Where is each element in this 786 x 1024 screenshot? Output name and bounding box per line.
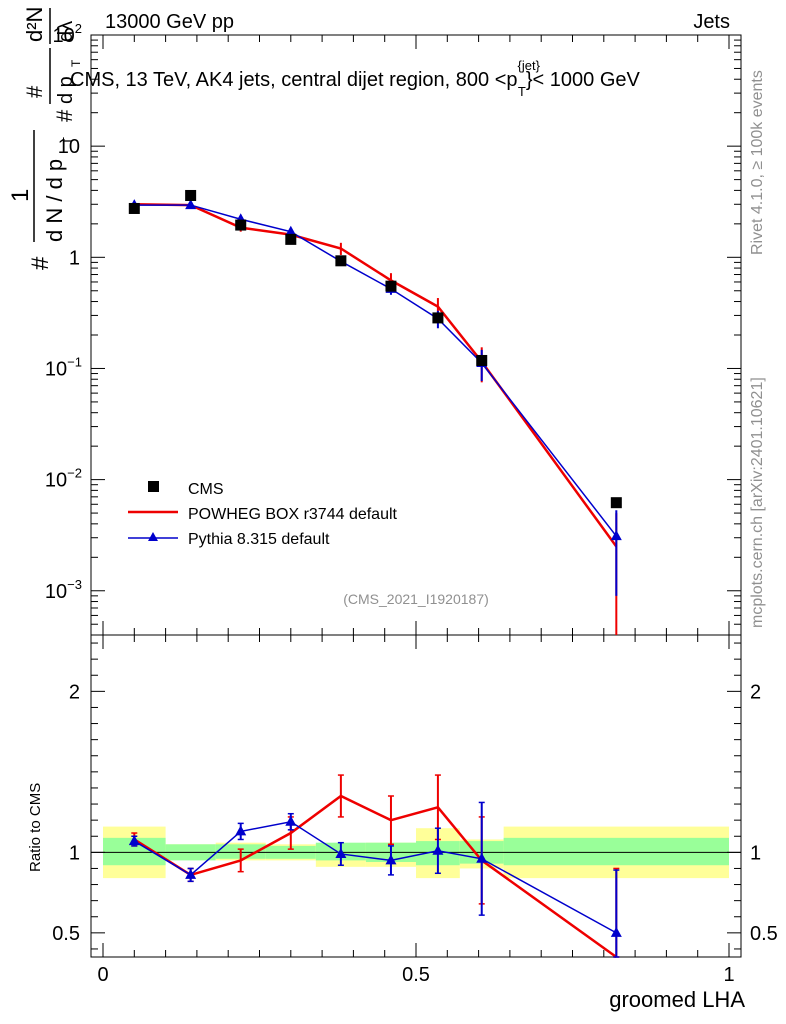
process-label: Jets (693, 11, 730, 33)
cms-data-points (128, 189, 622, 509)
cms-data-point (385, 280, 397, 292)
ylabel-T-sub-1: T (60, 137, 75, 145)
cms-data-point (432, 312, 444, 324)
cms-data-point (185, 189, 197, 201)
pythia-ratio-point (432, 844, 444, 855)
x-axis-label: groomed LHA (609, 987, 745, 1012)
x-tick-label: 0.5 (402, 964, 430, 986)
ylabel-hash-3: # (22, 85, 47, 98)
pythia-ratio-point (476, 852, 488, 863)
ratio-plot-frame (90, 634, 742, 958)
ylabel-hash-1: # (27, 256, 54, 270)
ylabel-one: 1 (7, 189, 34, 202)
pythia-main-point (185, 199, 197, 210)
ylabel-dpT: d p (55, 76, 77, 104)
ratio-plot-series (128, 774, 622, 959)
pythia-ratio-point (185, 868, 197, 879)
pythia-ratio-point (610, 926, 622, 937)
legend-powheg-label: POWHEG BOX r3744 default (188, 506, 398, 523)
beam-label: 13000 GeV pp (105, 11, 234, 33)
cms-data-point (128, 202, 140, 214)
pythia-main-point (285, 225, 297, 236)
main-y-tick-label: 10 (58, 136, 80, 158)
ratio-y-tick-label-right: 1 (750, 842, 761, 864)
pythia-main-point (610, 530, 622, 541)
legend-cms-label: CMS (188, 481, 224, 498)
legend-pythia-marker (148, 532, 158, 541)
x-tick-label: 0 (97, 964, 108, 986)
ylabel-hash-2: # (52, 109, 77, 122)
cms-data-point (610, 497, 622, 509)
ratio-y-tick-label-left: 0.5 (52, 923, 80, 945)
cms-data-point (285, 233, 297, 245)
pythia-ratio-point (335, 847, 347, 858)
main-plot-series (128, 199, 622, 635)
ratio-ylabel: Ratio to CMS (27, 783, 44, 872)
pythia-ratio-point (235, 825, 247, 836)
pythia-ratio-point (285, 815, 297, 826)
legend: CMS POWHEG BOX r3744 default Pythia 8.31… (128, 481, 398, 548)
ratio-y-tick-label-right: 2 (750, 681, 761, 703)
main-y-tick-label: 102 (53, 21, 82, 47)
cms-data-point (335, 255, 347, 267)
legend-cms-marker (148, 481, 159, 492)
analysis-id: (CMS_2021_I1920187) (343, 591, 489, 607)
ratio-band-inner (503, 837, 729, 866)
plot-title: CMS, 13 TeV, AK4 jets, central dijet reg… (70, 58, 641, 99)
ratio-y-tick-label-left: 2 (69, 681, 80, 703)
main-y-tick-label: 10−3 (45, 577, 82, 603)
ylabel-dN-dpT: d N / d p (42, 159, 67, 242)
ylabel-T-sub-2: T (69, 59, 83, 67)
cms-data-point (476, 354, 488, 366)
pythia-ratio-point (128, 835, 140, 846)
main-y-tick-label: 10−2 (45, 466, 82, 492)
ylabel-dlambda: dλ (55, 21, 77, 42)
legend-pythia-label: Pythia 8.315 default (188, 531, 330, 548)
main-y-tick-label: 1 (69, 247, 80, 269)
x-tick-label: 1 (723, 964, 734, 986)
ratio-y-tick-label-left: 1 (69, 842, 80, 864)
main-y-tick-label: 10−1 (45, 354, 82, 380)
cms-data-point (235, 219, 247, 231)
axis-ticks: 102 10 1 10−1 10−2 10−3 0.5 0.5 1 1 2 2 0 0.5 1 (45, 21, 778, 986)
ylabel-d2N: d²N (22, 7, 47, 42)
rivet-version-label: Rivet 4.1.0, ≥ 100k events (749, 70, 766, 255)
ratio-y-tick-label-right: 0.5 (750, 923, 778, 945)
pythia-ratio-point (385, 854, 397, 865)
mcplots-label: mcplots.cern.ch [arXiv:2401.10621] (749, 377, 766, 628)
main-ylabel: # 1 d N / d p T # # d p T d²N dλ (7, 7, 83, 270)
